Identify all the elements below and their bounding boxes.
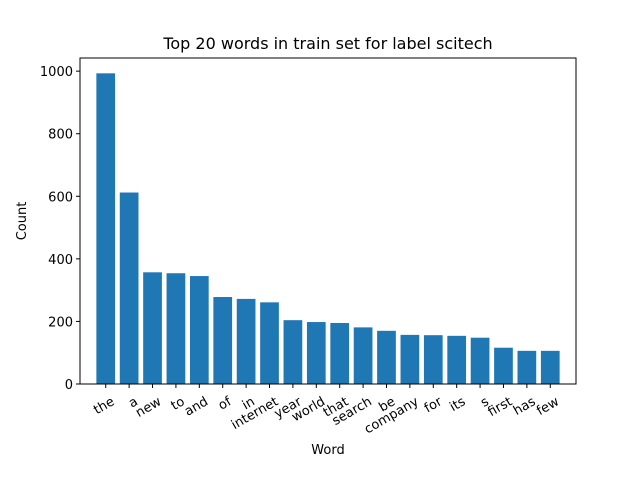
- x-tick-label: internet: [229, 394, 281, 433]
- y-axis-ticks: 0 200 400 600 800 1000: [40, 65, 80, 393]
- bar-the: [96, 73, 116, 384]
- x-tick-label: and: [182, 394, 211, 419]
- bar-in: [236, 298, 256, 384]
- x-tick-label: its: [447, 394, 468, 415]
- bar-has: [517, 350, 537, 384]
- bar-s: [470, 337, 490, 384]
- y-tick-label: 400: [48, 253, 73, 268]
- x-tick-label: be: [376, 394, 398, 415]
- x-tick-label: for: [422, 394, 446, 416]
- bar-that: [330, 322, 350, 384]
- bar-to: [166, 273, 186, 384]
- plot-frame: [79, 57, 577, 385]
- bar-and: [189, 276, 209, 384]
- bar-be: [377, 330, 396, 384]
- bar-its: [447, 335, 467, 384]
- bar-of: [213, 297, 233, 384]
- x-axis-label: Word: [311, 443, 344, 458]
- bar-few: [540, 350, 560, 384]
- y-tick-label: 1000: [40, 65, 73, 80]
- bar-a: [119, 192, 139, 384]
- bar-search: [353, 327, 373, 384]
- bar-year: [283, 320, 303, 384]
- bar-group: [96, 73, 560, 384]
- bar-first: [494, 347, 513, 384]
- bar-world: [306, 322, 326, 384]
- bar-for: [423, 335, 443, 384]
- y-tick-label: 200: [48, 315, 73, 330]
- x-tick-label: new: [133, 394, 164, 421]
- bar-new: [143, 272, 162, 384]
- bar-internet: [260, 302, 279, 384]
- y-tick-label: 800: [48, 128, 73, 143]
- chart-title: Top 20 words in train set for label scit…: [162, 34, 492, 53]
- y-tick-label: 600: [48, 190, 73, 205]
- x-tick-label: of: [216, 394, 235, 413]
- x-tick-label: few: [534, 394, 562, 419]
- x-tick-label: the: [91, 394, 117, 418]
- bar-company: [400, 334, 420, 384]
- y-tick-label: 0: [65, 378, 73, 393]
- y-axis-label: Count: [15, 202, 30, 241]
- x-tick-label: first: [486, 394, 516, 420]
